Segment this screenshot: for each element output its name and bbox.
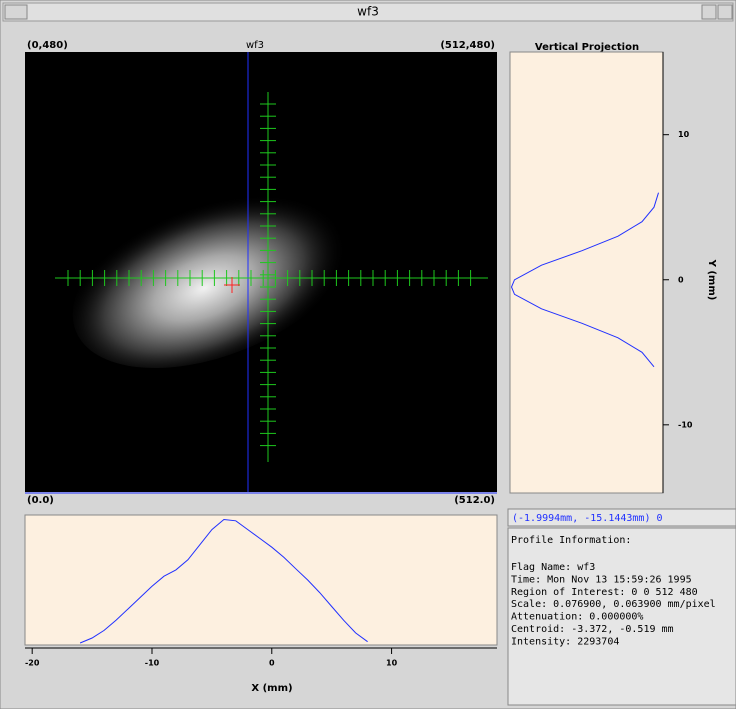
window: wf3 (0,480) wf3 (512,480) (0.0) (512.0) …	[0, 0, 736, 709]
panel-title: Vertical Projection	[535, 42, 639, 53]
maximize-button[interactable]	[718, 5, 732, 19]
profile-info-line: Flag Name: wf3	[511, 562, 595, 573]
vertical-projection-plot	[510, 52, 663, 493]
corner-label: (0.0)	[27, 495, 54, 506]
y-axis-label: Y (mm)	[706, 259, 717, 301]
y-tick-label: 0	[678, 275, 684, 284]
corner-label: (0,480)	[27, 40, 68, 51]
profile-info-heading: Profile Information:	[511, 535, 631, 546]
corner-label: (512.0)	[454, 495, 495, 506]
profile-info-line: Scale: 0.076900, 0.063900 mm/pixel	[511, 599, 716, 610]
horizontal-projection-plot	[25, 515, 497, 645]
profile-info-line: Centroid: -3.372, -0.519 mm	[511, 624, 674, 635]
profile-info-line: Intensity: 2293704	[511, 636, 619, 647]
page: wf3 (0,480) wf3 (512,480) (0.0) (512.0) …	[0, 0, 736, 709]
x-tick-label: -10	[145, 659, 160, 668]
x-tick-label: 0	[269, 659, 275, 668]
y-tick-label: -10	[678, 420, 693, 429]
corner-label: (512,480)	[440, 40, 495, 51]
window-menu-button[interactable]	[5, 5, 27, 19]
cursor-readout: (-1.9994mm, -15.1443mm) 0	[512, 513, 663, 524]
x-axis-label: X (mm)	[251, 683, 292, 694]
x-tick-label: 10	[386, 659, 398, 668]
image-title: wf3	[246, 40, 264, 51]
x-tick-label: -20	[25, 659, 40, 668]
profile-info-line: Attenuation: 0.000000%	[511, 612, 643, 623]
y-tick-label: 10	[678, 130, 690, 139]
profile-info-line: Time: Mon Nov 13 15:59:26 1995	[511, 574, 692, 585]
window-title: wf3	[357, 5, 379, 19]
minimize-button[interactable]	[702, 5, 716, 19]
profile-info-line: Region of Interest: 0 0 512 480	[511, 587, 698, 598]
